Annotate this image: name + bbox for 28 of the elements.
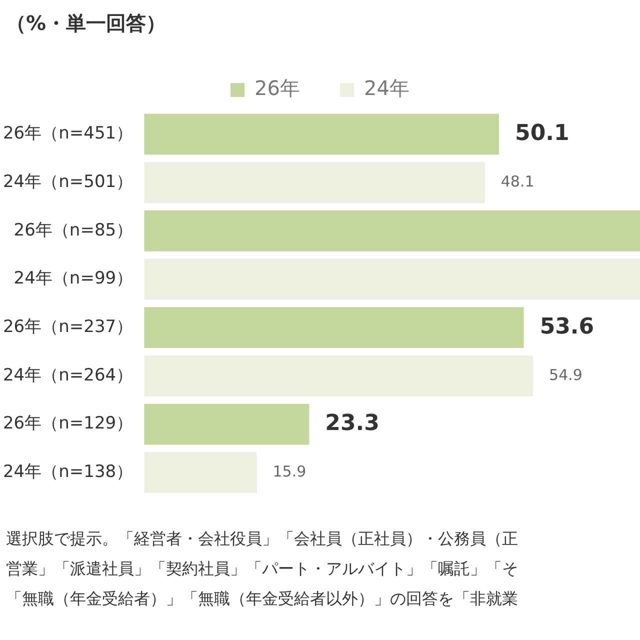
y-tick-label: 24年（n=501）: [2, 172, 134, 192]
y-tick-label: 26年（n=85）: [14, 220, 134, 240]
bar: [144, 307, 524, 348]
data-label: 50.1: [515, 120, 570, 146]
data-label: 53.6: [540, 314, 594, 340]
data-label: 15.9: [272, 462, 306, 481]
bar: [144, 258, 640, 300]
y-tick-label: 24年（n=138）: [2, 462, 134, 482]
y-tick-label: 24年（n=264）: [2, 365, 134, 386]
y-tick-label: 26年（n=129）: [2, 414, 134, 434]
data-label: 23.3: [325, 410, 380, 436]
data-label: 48.1: [500, 172, 534, 190]
bar: [144, 210, 640, 252]
chart-title: （%・単一回答）: [5, 10, 168, 37]
text: 「無職（年金受給者）」「無職（年金受給者以外）」の回答を「非就業: [6, 588, 519, 610]
bar: [144, 355, 534, 396]
text: 選択肢で提示。「経営者・会社役員」「会社員（正社員）・公務員（正: [6, 528, 519, 550]
legend-label: 26年: [254, 76, 300, 100]
y-tick-label: 26年（n=237）: [2, 316, 134, 337]
bar: [144, 114, 500, 155]
bar: [144, 404, 310, 445]
data-label: 54.9: [549, 366, 582, 384]
y-tick-label: 26年（n=451）: [2, 124, 134, 144]
y-tick-label: 24年（n=99）: [14, 268, 134, 289]
text: 営業」「派遣社員」「契約社員」「パート・アルバイト」「嘱託」「そ: [6, 558, 519, 580]
bar: [144, 162, 485, 203]
legend-label: 24年: [364, 76, 410, 100]
bar: [144, 452, 257, 494]
